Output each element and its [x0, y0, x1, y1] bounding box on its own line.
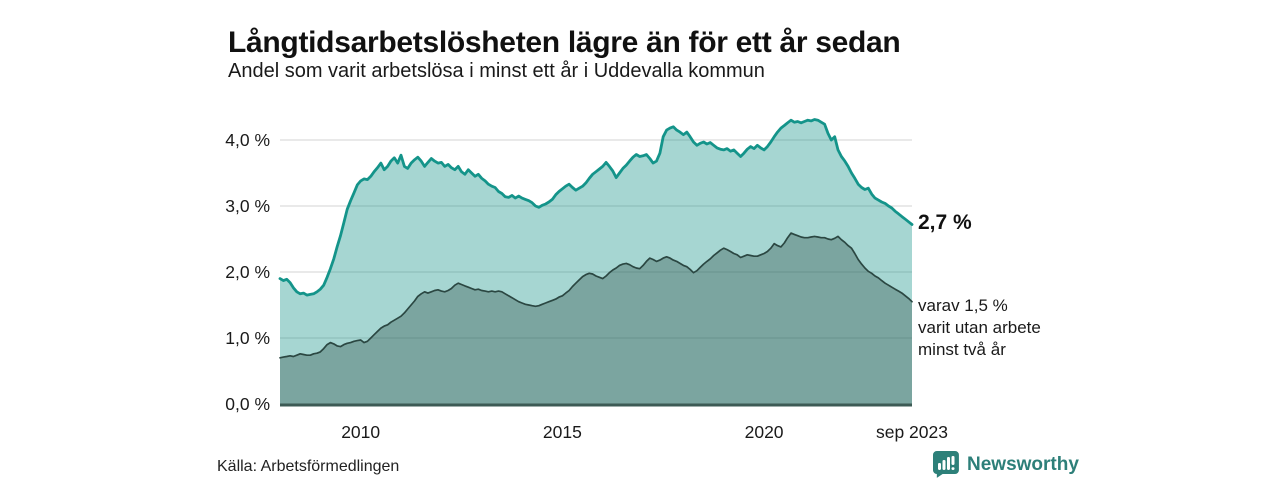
page-title: Långtidsarbetslösheten lägre än för ett …	[228, 26, 901, 60]
line-total	[278, 118, 914, 297]
area-two-years	[280, 233, 912, 404]
x-tick-label: 2015	[543, 422, 582, 442]
y-tick-label: 1,0 %	[225, 328, 270, 348]
end-note-line-3: minst två år	[918, 340, 1006, 359]
end-note-line-2: varit utan arbete	[918, 318, 1041, 337]
x-tick-label: 2020	[745, 422, 784, 442]
y-tick-label: 2,0 %	[225, 262, 270, 282]
line-two-years	[279, 232, 913, 359]
area-total	[280, 119, 912, 404]
x-tick-label: 2010	[341, 422, 380, 442]
y-tick-label: 4,0 %	[225, 130, 270, 150]
x-tick-label: sep 2023	[876, 422, 948, 442]
chart-subtitle: Andel som varit arbetslösa i minst ett å…	[228, 60, 765, 82]
end-note-line-1: varav 1,5 %	[918, 296, 1008, 315]
newsworthy-bubble-chart-icon	[933, 451, 959, 478]
y-tick-label: 0,0 %	[225, 394, 270, 414]
newsworthy-logo: Newsworthy	[933, 451, 1079, 479]
source-label: Källa: Arbetsförmedlingen	[217, 458, 400, 475]
end-value-label: 2,7 %	[918, 211, 972, 234]
y-tick-label: 3,0 %	[225, 196, 270, 216]
newsworthy-wordmark: Newsworthy	[967, 454, 1079, 475]
end-note-label: varav 1,5 % varit utan arbete minst två …	[918, 295, 1041, 361]
